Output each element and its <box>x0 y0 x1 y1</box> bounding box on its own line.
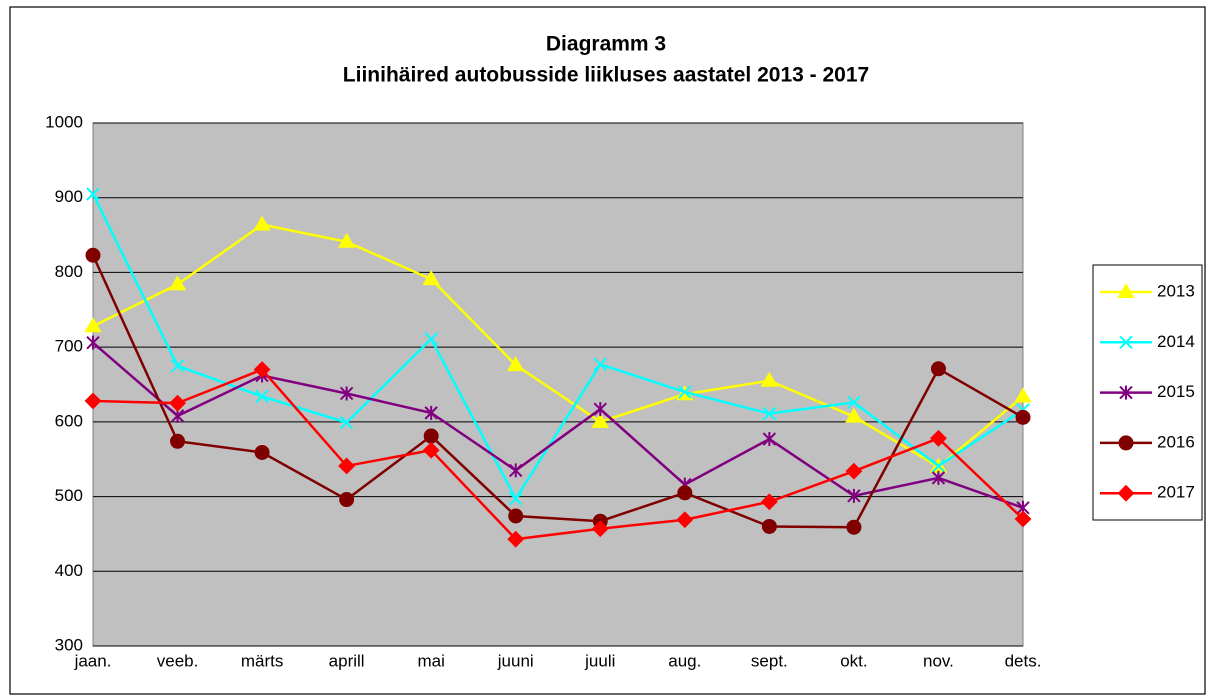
legend-label: 2017 <box>1157 483 1195 502</box>
marker <box>1118 435 1134 451</box>
marker <box>591 412 610 428</box>
x-tick-label: nov. <box>923 651 954 670</box>
marker <box>86 187 100 201</box>
marker <box>931 459 946 473</box>
marker <box>170 359 185 373</box>
x-tick-label: aprill <box>329 651 365 670</box>
series-line <box>91 193 1024 502</box>
marker <box>930 361 946 377</box>
marker <box>1014 387 1032 403</box>
series-line <box>92 368 1024 541</box>
legend-label: 2015 <box>1157 382 1195 401</box>
marker <box>169 394 186 412</box>
marker <box>339 386 354 401</box>
marker <box>424 405 438 420</box>
chart-title: Diagramm 3 <box>546 33 666 56</box>
marker <box>760 493 778 511</box>
x-tick-label: juuli <box>584 651 615 670</box>
marker <box>761 518 777 534</box>
marker <box>253 361 271 378</box>
marker <box>845 462 863 480</box>
marker <box>678 385 692 399</box>
marker <box>508 508 524 524</box>
marker <box>762 432 777 447</box>
marker <box>424 332 438 346</box>
marker <box>253 215 271 231</box>
marker <box>677 485 693 501</box>
x-tick-label: veeb. <box>157 651 199 670</box>
series-line <box>92 341 1024 509</box>
marker <box>1117 484 1135 502</box>
y-tick-label: 400 <box>55 561 83 580</box>
x-tick-label: mai <box>417 651 444 670</box>
marker <box>1015 409 1031 425</box>
marker <box>676 511 694 529</box>
marker <box>591 520 609 538</box>
marker <box>762 406 777 421</box>
marker <box>86 335 100 350</box>
series-line <box>92 223 1024 469</box>
x-tick-label: aug. <box>668 651 701 670</box>
marker <box>507 530 525 548</box>
marker <box>168 275 187 291</box>
marker <box>339 492 355 508</box>
x-tick-label: jaan. <box>74 651 112 670</box>
marker <box>593 402 607 417</box>
marker <box>930 429 947 447</box>
marker <box>254 444 270 460</box>
legend-label: 2014 <box>1157 332 1195 351</box>
marker <box>422 441 440 459</box>
marker <box>760 371 779 387</box>
series-line <box>91 254 1024 529</box>
marker <box>1119 335 1133 350</box>
y-tick-label: 800 <box>55 262 83 281</box>
marker <box>1119 385 1133 400</box>
marker <box>509 492 523 506</box>
marker <box>847 395 861 410</box>
marker <box>1014 510 1032 528</box>
marker <box>84 317 102 333</box>
legend-label: 2016 <box>1157 432 1195 451</box>
y-tick-label: 900 <box>55 187 83 206</box>
x-tick-label: okt. <box>840 651 867 670</box>
marker <box>255 389 269 404</box>
marker <box>506 356 525 372</box>
x-tick-label: sept. <box>751 651 788 670</box>
y-tick-label: 1000 <box>45 112 83 131</box>
x-tick-label: märts <box>241 651 284 670</box>
marker <box>337 232 356 248</box>
marker <box>423 428 439 444</box>
marker <box>170 433 186 449</box>
y-tick-label: 500 <box>55 486 83 505</box>
y-tick-label: 300 <box>55 635 83 654</box>
marker <box>339 415 354 430</box>
y-tick-label: 700 <box>55 337 83 356</box>
marker <box>931 470 946 485</box>
marker <box>845 407 863 423</box>
marker <box>85 247 101 263</box>
plot-area <box>92 122 1024 647</box>
x-tick-label: juuni <box>497 651 534 670</box>
marker <box>847 488 861 503</box>
marker <box>509 463 523 478</box>
chart-subtitle: Liinihäired autobusside liikluses aastat… <box>343 64 869 87</box>
marker <box>1117 283 1135 298</box>
marker <box>593 357 607 372</box>
marker <box>84 392 102 410</box>
legend-label: 2013 <box>1157 281 1195 300</box>
marker <box>338 457 356 475</box>
marker <box>422 270 440 286</box>
marker <box>846 519 862 535</box>
x-tick-label: dets. <box>1005 651 1042 670</box>
y-tick-label: 600 <box>55 411 83 430</box>
